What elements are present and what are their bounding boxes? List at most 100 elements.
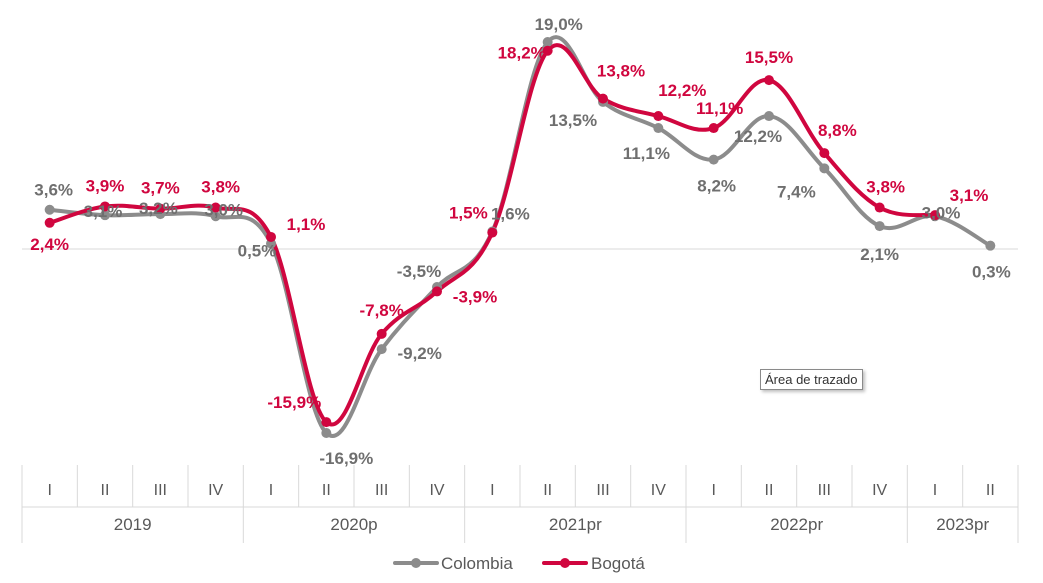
data-point[interactable] [542, 45, 553, 56]
quarter-tick-label: I [490, 482, 494, 499]
data-label-bogot: 3,7% [141, 179, 180, 198]
quarter-tick-label: I [269, 482, 273, 499]
data-point[interactable] [764, 111, 774, 122]
data-point[interactable] [321, 417, 332, 428]
data-label-colombia: 2,1% [860, 245, 899, 264]
legend-colombia-marker [411, 558, 421, 568]
data-label-colombia: 3,0% [922, 203, 961, 222]
quarter-tick-label: IV [651, 482, 666, 499]
data-label-bogot: 2,4% [30, 235, 69, 254]
data-point[interactable] [210, 202, 221, 213]
data-point[interactable] [100, 201, 110, 212]
data-point[interactable] [44, 217, 55, 228]
data-label-colombia: -16,9% [319, 449, 373, 468]
data-label-colombia: 11,1% [623, 144, 670, 163]
data-label-bogot: 1,5% [449, 204, 488, 223]
data-point[interactable] [432, 286, 442, 297]
data-point[interactable] [819, 148, 830, 159]
data-label-bogot: -3,9% [453, 287, 497, 306]
quarter-tick-label: I [933, 482, 937, 499]
data-label-bogot: -7,8% [359, 301, 403, 320]
data-point[interactable] [376, 344, 387, 355]
series-layer [44, 35, 996, 438]
legend-item-bogota[interactable]: Bogotá [542, 554, 645, 573]
data-label-bogot: 18,2% [498, 44, 546, 63]
data-label-bogot: 3,8% [866, 178, 905, 197]
data-point[interactable] [155, 203, 166, 214]
quarter-tick-label: IV [429, 482, 444, 499]
category-axis-grid [21, 465, 1019, 543]
data-label-bogot: 8,8% [818, 121, 857, 140]
data-point[interactable] [100, 210, 110, 221]
data-point[interactable] [653, 123, 664, 134]
data-label-bogot: 3,8% [201, 178, 240, 197]
year-label: 2023pr [936, 515, 989, 534]
data-point[interactable] [653, 111, 664, 122]
quarter-tick-label: III [375, 482, 388, 499]
data-point[interactable] [210, 211, 221, 222]
data-label-colombia: 19,0% [535, 15, 583, 34]
data-label-bogot: 3,9% [86, 176, 125, 195]
data-point[interactable] [874, 202, 885, 213]
legend[interactable]: Colombia Bogotá [393, 554, 645, 573]
data-point[interactable] [930, 210, 940, 221]
data-label-bogot: 12,2% [658, 81, 706, 100]
data-label-colombia: 12,2% [734, 127, 782, 146]
quarter-tick-label: II [322, 482, 331, 499]
data-point[interactable] [985, 240, 996, 251]
data-label-colombia: -9,2% [397, 344, 441, 363]
data-label-colombia: -3,5% [397, 262, 441, 281]
quarter-tick-label: II [101, 482, 110, 499]
quarter-tick-label: I [47, 482, 51, 499]
year-label: 2021pr [549, 515, 602, 534]
quarter-tick-label: IV [872, 482, 887, 499]
data-label-colombia: 8,2% [697, 177, 736, 196]
legend-colombia-label: Colombia [441, 554, 513, 573]
data-label-colombia: 3,2% [139, 199, 178, 218]
data-label-bogot: 13,8% [597, 62, 645, 81]
quarter-tick-label: III [154, 482, 167, 499]
data-point[interactable] [708, 154, 719, 165]
legend-item-colombia[interactable]: Colombia [393, 554, 513, 573]
plot-area-tooltip: Área de trazado [760, 369, 863, 390]
data-label-colombia: 3,0% [204, 200, 243, 219]
quarter-tick-label: II [543, 482, 552, 499]
data-label-bogot: -15,9% [267, 393, 321, 412]
quarter-tick-label: II [986, 482, 995, 499]
legend-bogota-marker [560, 558, 570, 568]
legend-bogota-label: Bogotá [591, 554, 645, 573]
data-label-bogot: 11,1% [696, 99, 743, 118]
year-label: 2022pr [770, 515, 823, 534]
data-labels-layer: 3,6% 3,1% 3,2% 3,0% 0,5% -16,9% -9,2% -3,5% 1,6%… [30, 15, 1010, 468]
quarter-tick-label: II [765, 482, 774, 499]
data-point[interactable] [598, 93, 608, 104]
data-label-colombia: 7,4% [777, 182, 816, 201]
data-label-colombia: 1,6% [491, 205, 530, 224]
data-point[interactable] [819, 163, 830, 174]
year-label: 2020p [330, 515, 377, 534]
data-point[interactable] [708, 123, 719, 134]
data-point[interactable] [542, 37, 553, 47]
quarter-tick-label: IV [208, 482, 223, 499]
data-label-bogot: 15,5% [745, 48, 793, 67]
data-point[interactable] [376, 328, 387, 339]
quarter-tick-label: I [711, 482, 715, 499]
data-label-colombia: 3,6% [34, 181, 73, 200]
data-label-colombia: 3,1% [84, 202, 123, 221]
data-label-bogot: 3,1% [950, 186, 989, 205]
data-label-colombia: 13,5% [549, 111, 597, 130]
year-label: 2019 [114, 515, 152, 534]
data-label-colombia: 0,3% [972, 263, 1011, 282]
data-point[interactable] [44, 204, 55, 215]
data-point[interactable] [321, 428, 332, 438]
data-point[interactable] [487, 227, 498, 238]
quarter-tick-label: III [818, 482, 831, 499]
data-point[interactable] [874, 221, 885, 232]
data-label-bogot: 1,1% [287, 215, 326, 234]
data-point[interactable] [764, 75, 774, 86]
data-label-colombia: 0,5% [238, 241, 277, 260]
quarter-tick-label: III [596, 482, 609, 499]
data-point[interactable] [266, 231, 276, 242]
